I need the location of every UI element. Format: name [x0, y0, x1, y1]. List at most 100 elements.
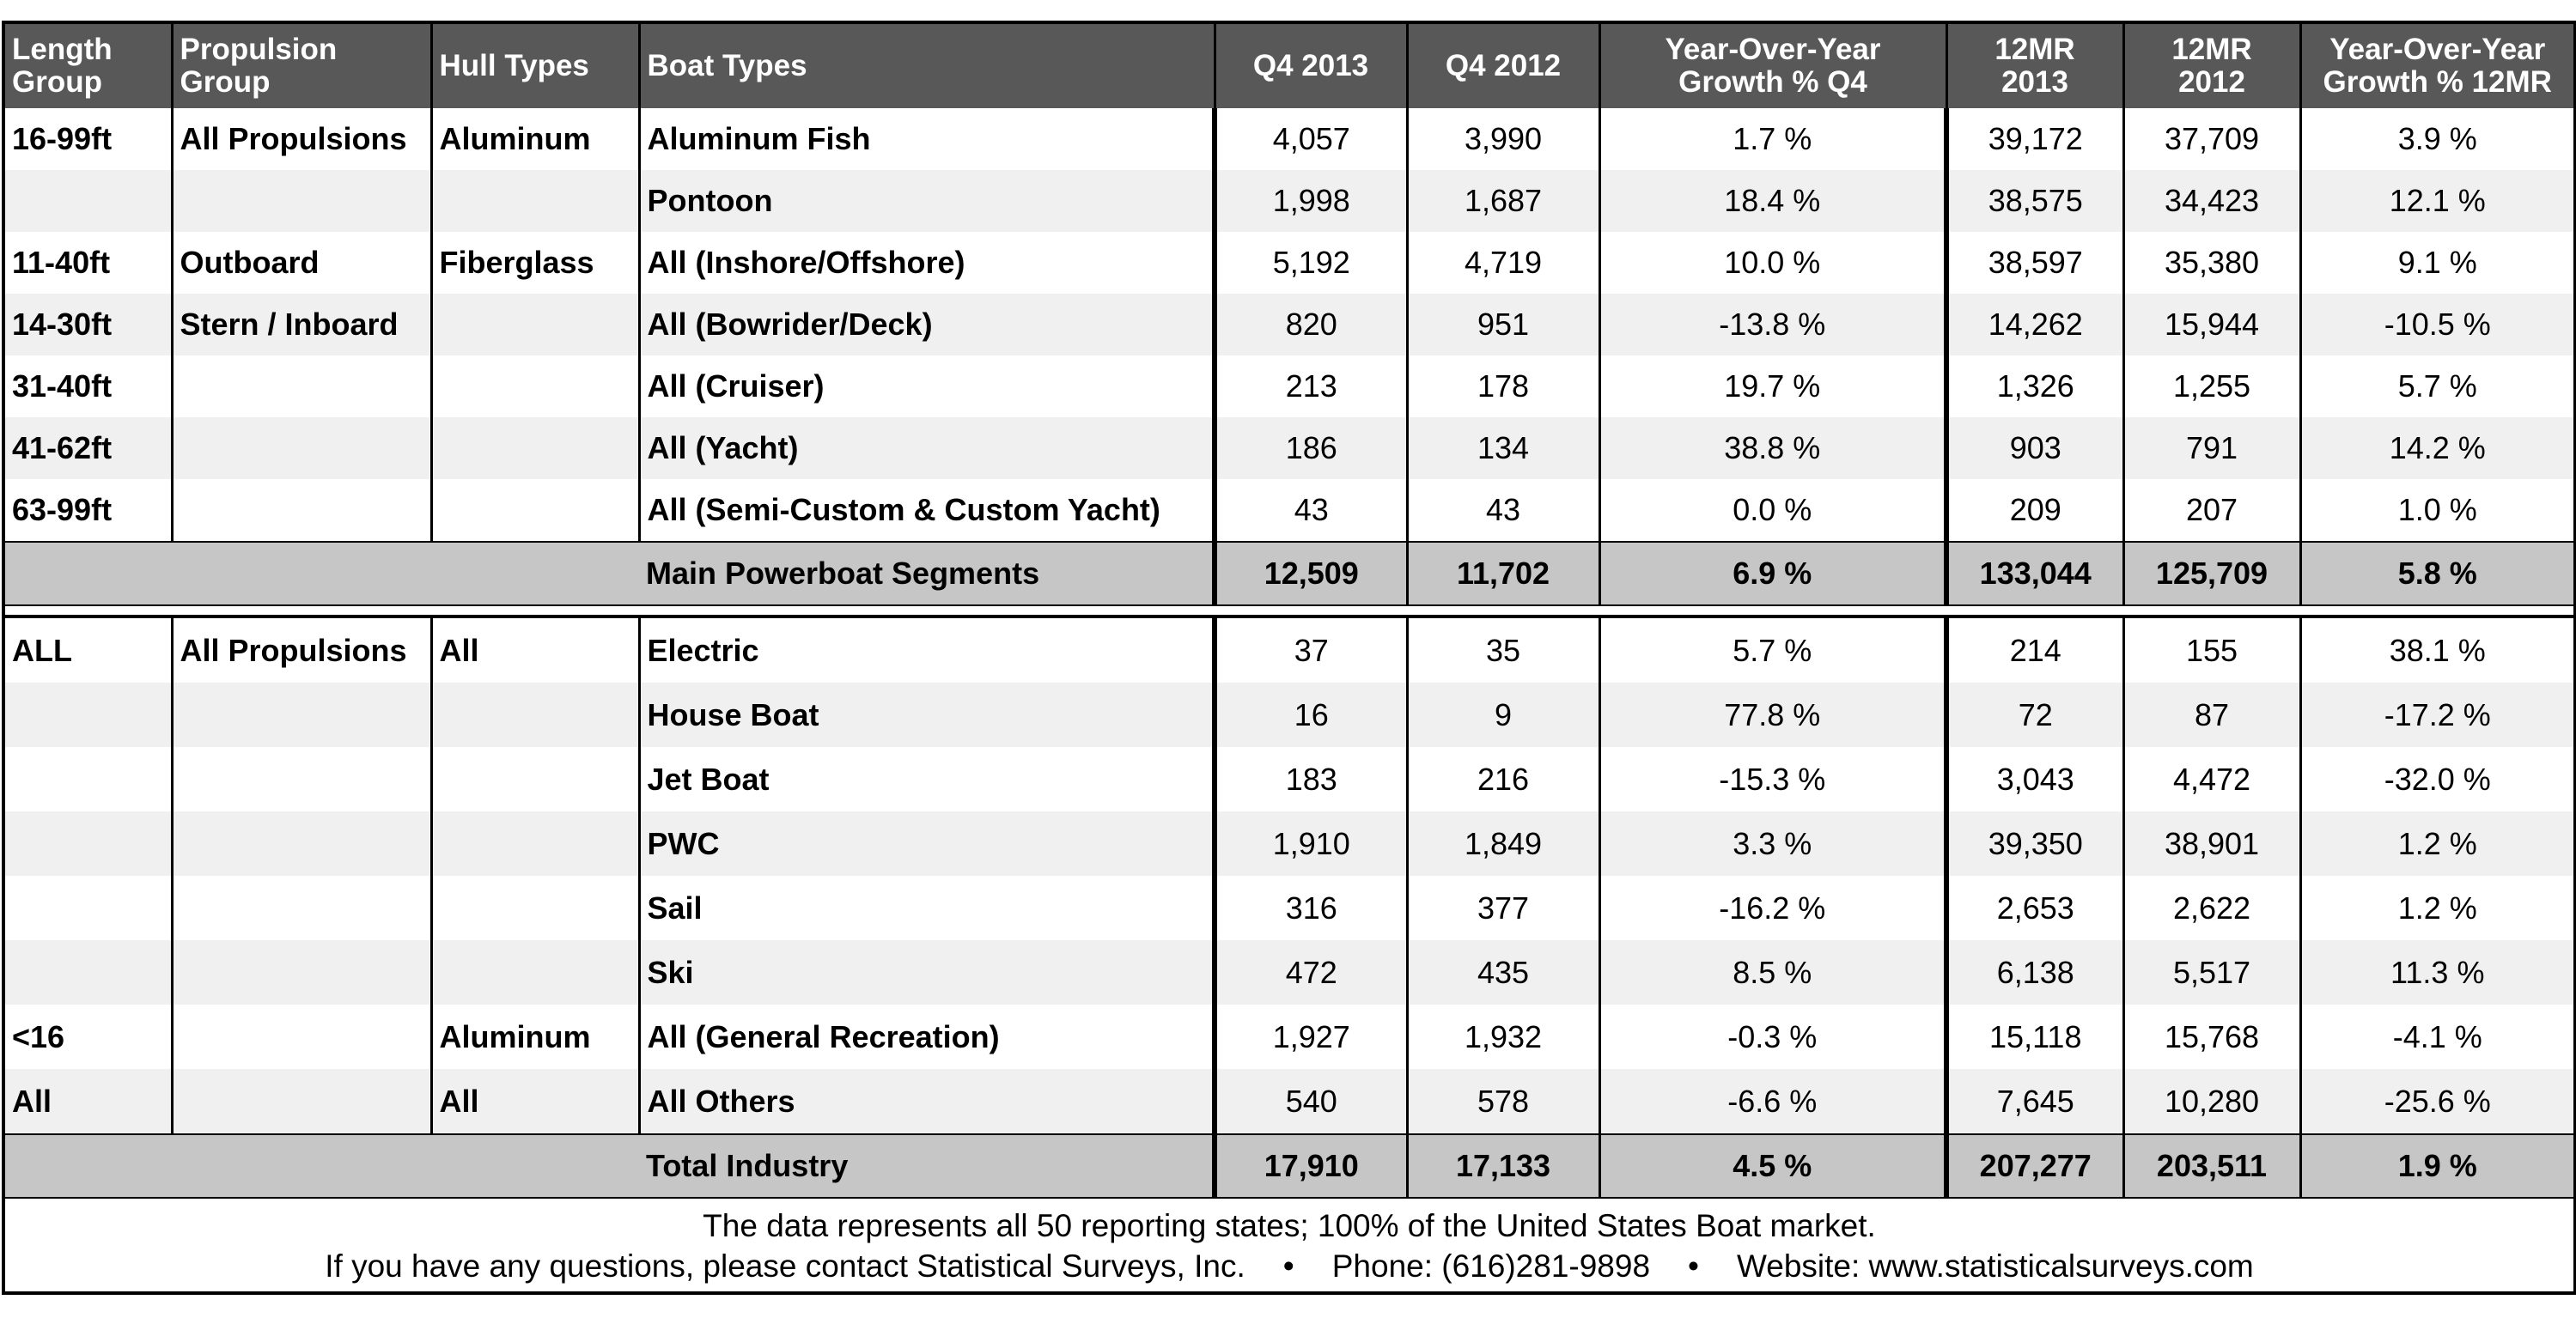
cell-yoy-mr: 14.2 % [2299, 417, 2575, 479]
cell-propulsion [170, 355, 431, 417]
cell-q4-2013: 1,927 [1213, 1005, 1407, 1069]
cell-length [3, 683, 172, 747]
total-yoy-mr: 1.9 % [2299, 1133, 2575, 1199]
cell-propulsion [170, 479, 431, 542]
total-spacer [3, 1133, 639, 1199]
cell-q4-2012: 178 [1405, 355, 1599, 417]
cell-q4-2012: 377 [1405, 876, 1599, 940]
section-main-powerboat: 16-99ft All Propulsions Aluminum Aluminum F… [3, 108, 2575, 606]
table-row: 63-99ft All (Semi-Custom & Custom Yacht) 4… [3, 479, 2575, 542]
cell-yoy-q4: 3.3 % [1598, 811, 1949, 876]
cell-q4-2012: 1,849 [1405, 811, 1599, 876]
cell-hull [429, 811, 639, 876]
cell-q4-2013: 37 [1213, 615, 1407, 683]
cell-q4-2013: 820 [1213, 294, 1407, 355]
header-q4-2012: Q4 2012 [1405, 22, 1599, 108]
cell-propulsion [170, 747, 431, 811]
section-gap [3, 605, 2575, 616]
table-row: ALL All Propulsions All Electric 37 35 5.7 % 21… [3, 615, 2575, 683]
table-row: Pontoon 1,998 1,687 18.4 % 38,575 34,423 12.1 … [3, 170, 2575, 232]
cell-propulsion [170, 1005, 431, 1069]
cell-q4-2013: 1,998 [1213, 170, 1407, 232]
cell-q4-2013: 16 [1213, 683, 1407, 747]
total-mr-2013: 207,277 [1945, 1133, 2123, 1199]
cell-yoy-mr: -25.6 % [2299, 1069, 2575, 1134]
cell-mr-2013: 38,575 [1945, 170, 2123, 232]
cell-q4-2013: 213 [1213, 355, 1407, 417]
table-row: House Boat 16 9 77.8 % 72 87 -17.2 % [3, 683, 2575, 747]
footer-separator: • [1282, 1248, 1294, 1284]
cell-propulsion: Stern / Inboard [170, 294, 431, 355]
cell-q4-2013: 1,910 [1213, 811, 1407, 876]
table-row: All All All Others 540 578 -6.6 % 7,645 10,280-… [3, 1069, 2575, 1134]
table-footer: The data represents all 50 reporting sta… [3, 1197, 2575, 1293]
header-propulsion-group: Propulsion Group [170, 22, 431, 108]
cell-mr-2012: 38,901 [2122, 811, 2300, 876]
cell-hull [429, 747, 639, 811]
header-length-group: Length Group [3, 22, 172, 108]
total-spacer [3, 541, 639, 606]
total-q4-2012: 17,133 [1405, 1133, 1599, 1199]
cell-yoy-q4: 10.0 % [1598, 232, 1949, 294]
cell-boat: Sail [637, 876, 1217, 940]
cell-yoy-q4: 0.0 % [1598, 479, 1949, 542]
cell-q4-2013: 5,192 [1213, 232, 1407, 294]
cell-boat: Aluminum Fish [637, 108, 1217, 170]
section-other-segments: ALL All Propulsions All Electric 37 35 5.7 % 21… [3, 605, 2575, 1199]
footer-phone: Phone: (616)281-9898 [1331, 1248, 1651, 1284]
footer-coverage-note: The data represents all 50 reporting sta… [703, 1208, 1876, 1243]
cell-mr-2013: 39,172 [1945, 108, 2123, 170]
cell-mr-2013: 39,350 [1945, 811, 2123, 876]
header-boat-types: Boat Types [637, 22, 1215, 108]
table-row: 31-40ft All (Cruiser) 213 178 19.7 % 1,326 1,2… [3, 355, 2575, 417]
cell-yoy-q4: -13.8 % [1598, 294, 1949, 355]
cell-hull [429, 683, 639, 747]
cell-boat: All (Inshore/Offshore) [637, 232, 1217, 294]
cell-q4-2012: 134 [1405, 417, 1599, 479]
cell-length: ALL [3, 615, 172, 683]
cell-mr-2012: 791 [2122, 417, 2300, 479]
cell-mr-2013: 209 [1945, 479, 2123, 542]
table-row: 16-99ft All Propulsions Aluminum Aluminum F… [3, 108, 2575, 170]
cell-q4-2012: 9 [1405, 683, 1599, 747]
table-row: Sail 316 377 -16.2 % 2,653 2,622 1.2 % [3, 876, 2575, 940]
cell-yoy-q4: 18.4 % [1598, 170, 1949, 232]
cell-boat: Electric [637, 615, 1217, 683]
cell-hull: All [429, 615, 639, 683]
cell-yoy-q4: 8.5 % [1598, 940, 1949, 1005]
table-row: Ski 472 435 8.5 % 6,138 5,517 11.3 % [3, 940, 2575, 1005]
cell-length [3, 876, 172, 940]
cell-yoy-q4: 1.7 % [1598, 108, 1949, 170]
cell-hull: All [429, 1069, 639, 1134]
footer-contact-line: If you have any questions, please contac… [5, 1246, 2573, 1286]
cell-yoy-q4: 77.8 % [1598, 683, 1949, 747]
cell-yoy-mr: 1.0 % [2299, 479, 2575, 542]
cell-boat: All (General Recreation) [637, 1005, 1217, 1069]
total-mr-2012: 125,709 [2122, 541, 2300, 606]
cell-propulsion [170, 683, 431, 747]
cell-yoy-q4: -0.3 % [1598, 1005, 1949, 1069]
cell-hull [429, 170, 639, 232]
cell-q4-2013: 186 [1213, 417, 1407, 479]
cell-boat: All (Semi-Custom & Custom Yacht) [637, 479, 1217, 542]
total-label: Main Powerboat Segments [639, 541, 1217, 606]
cell-length: <16 [12, 1018, 65, 1054]
cell-q4-2012: 578 [1405, 1069, 1599, 1134]
header-12mr-2013: 12MR 2013 [1945, 22, 2123, 108]
total-q4-2012: 11,702 [1405, 541, 1599, 606]
cell-q4-2013: 472 [1213, 940, 1407, 1005]
boat-data-table: Length Group Propulsion Group Hull Types B… [2, 21, 2576, 1295]
cell-propulsion [170, 417, 431, 479]
cell-mr-2013: 72 [1945, 683, 2123, 747]
cell-length [3, 940, 172, 1005]
total-mr-2012: 203,511 [2122, 1133, 2300, 1199]
cell-mr-2012: 87 [2122, 683, 2300, 747]
cell-length [3, 170, 172, 232]
cell-mr-2012: 34,423 [2122, 170, 2300, 232]
cell-mr-2012: 207 [2122, 479, 2300, 542]
table-row: <16 Aluminum All (General Recreation) 1,927… [3, 1005, 2575, 1069]
cell-mr-2012: 15,944 [2122, 294, 2300, 355]
cell-q4-2012: 4,719 [1405, 232, 1599, 294]
cell-q4-2013: 183 [1213, 747, 1407, 811]
cell-length: 41-62ft [3, 417, 172, 479]
